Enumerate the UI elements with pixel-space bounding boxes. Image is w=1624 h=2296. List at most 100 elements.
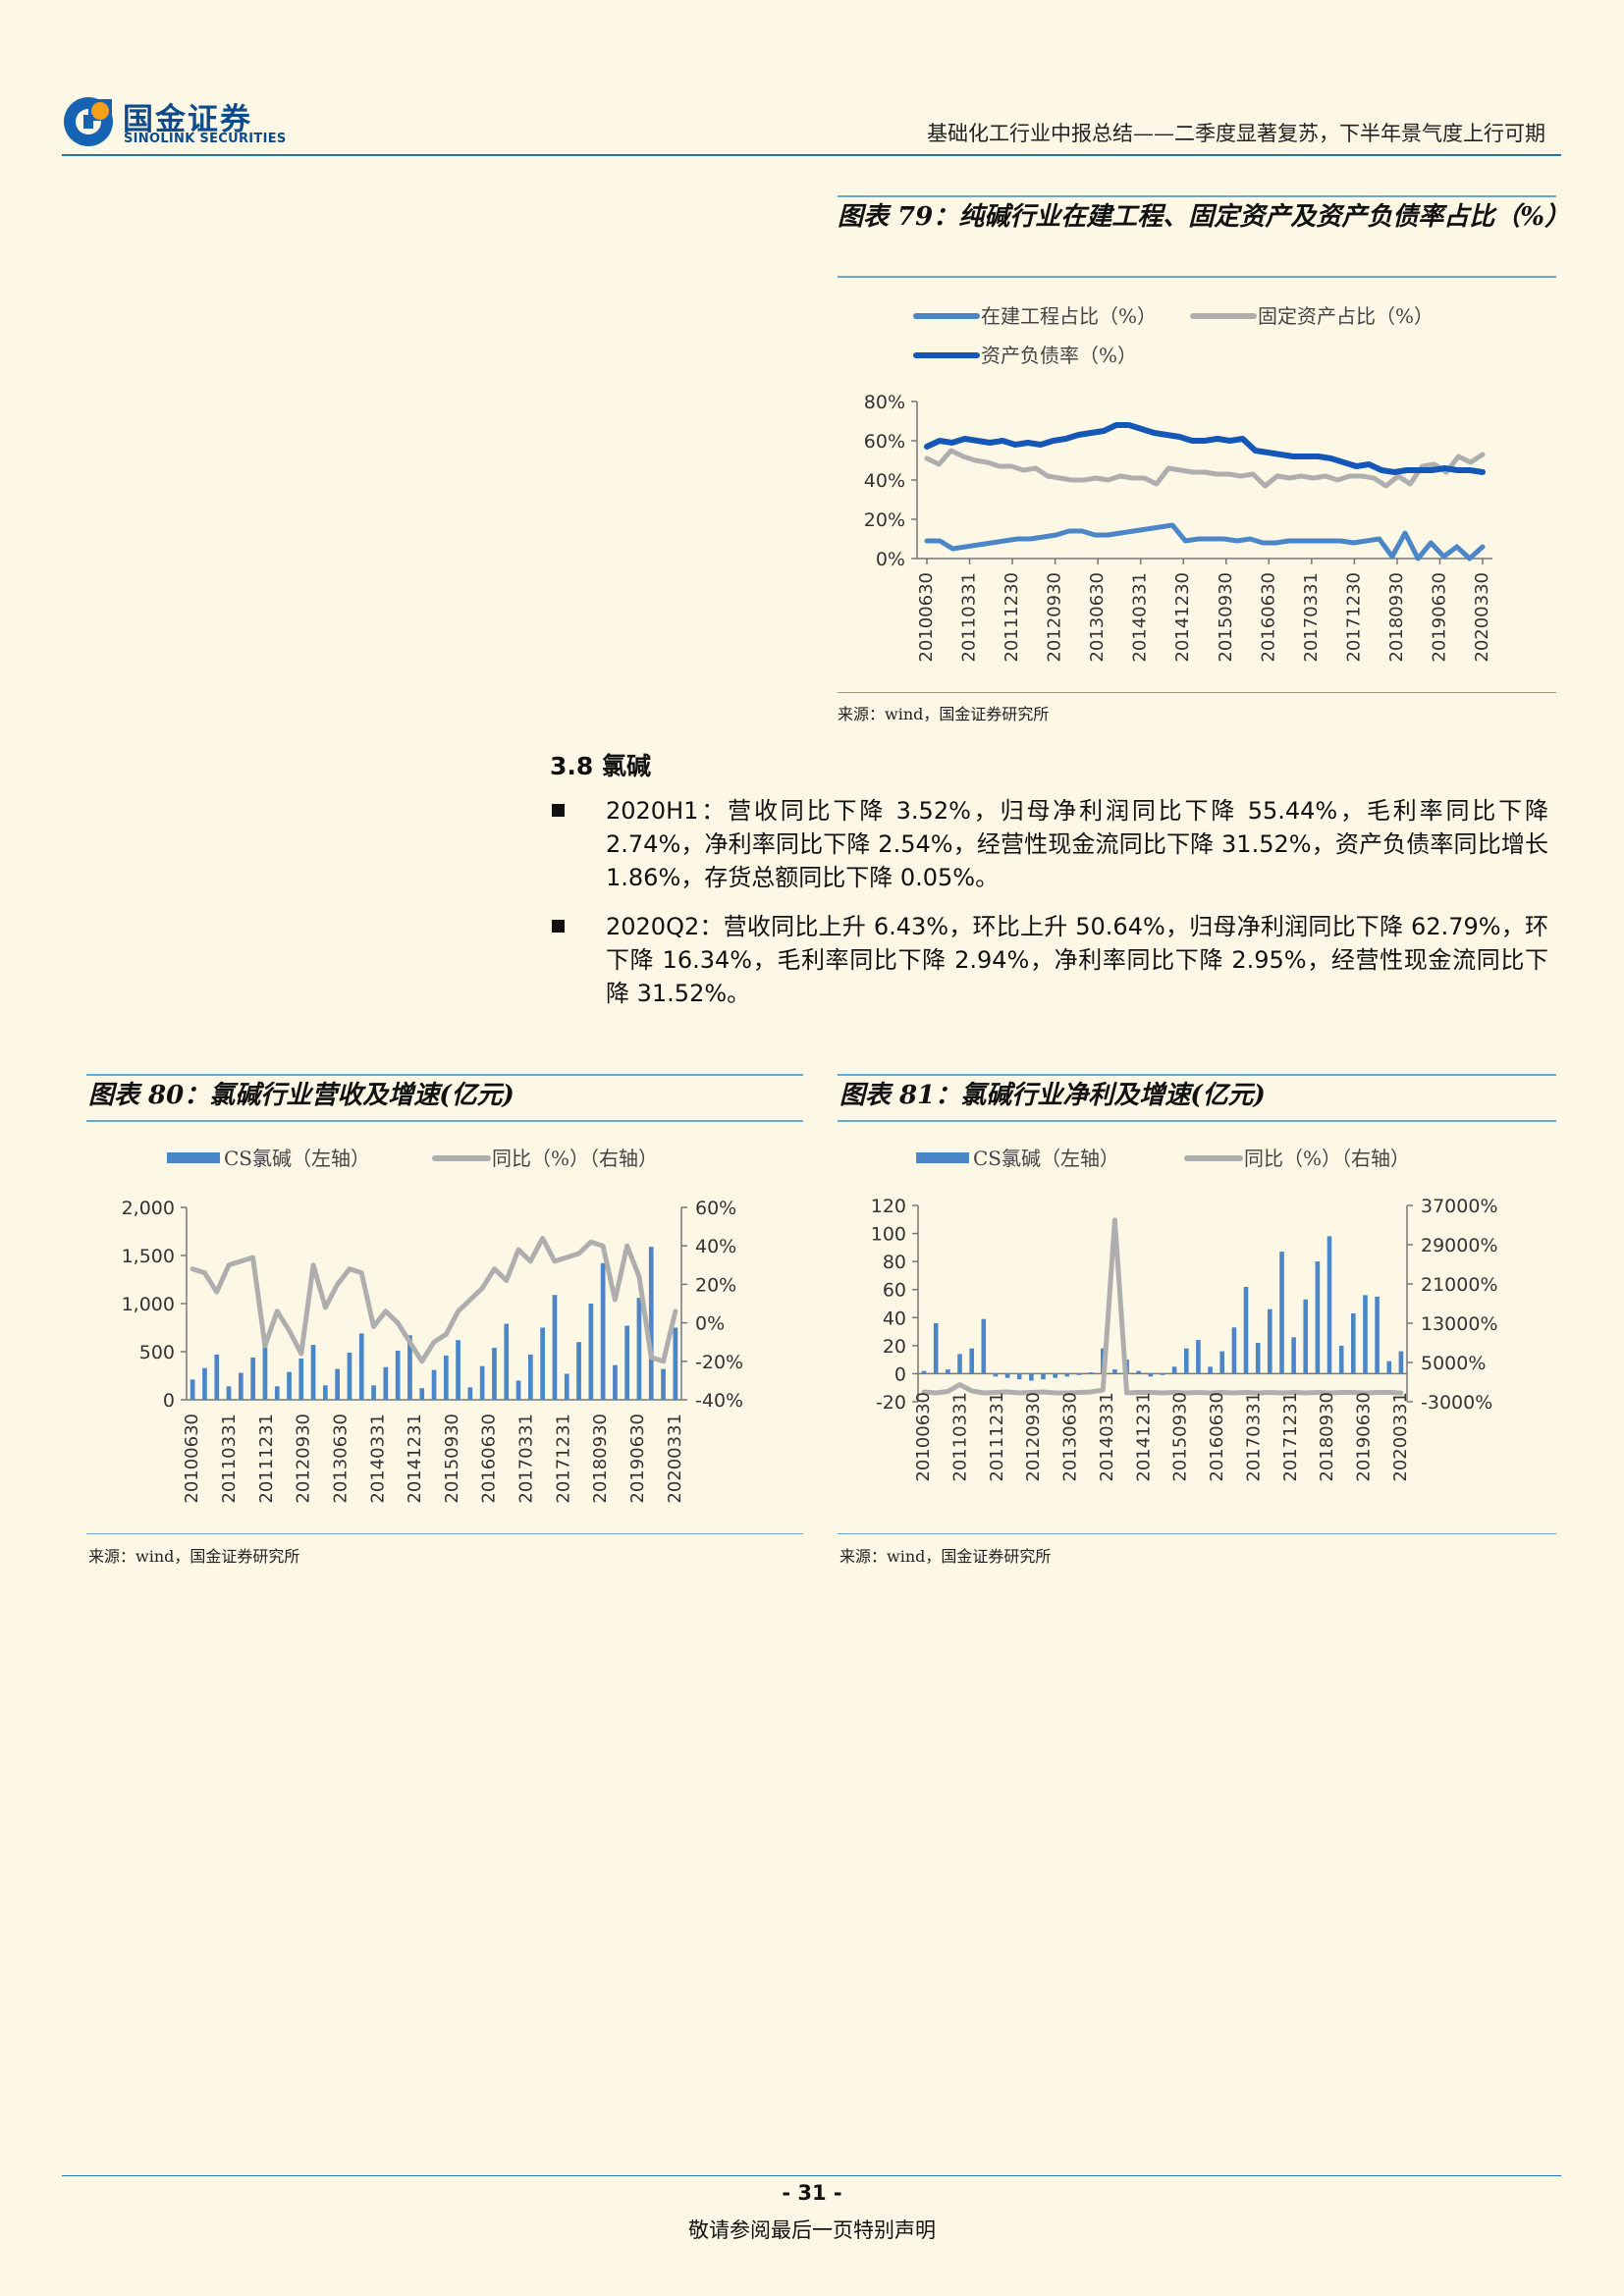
bar — [528, 1354, 533, 1400]
right-tick-label: 5000% — [1421, 1353, 1486, 1374]
bar — [371, 1385, 376, 1400]
bar — [564, 1373, 569, 1400]
y-tick-label: 40% — [864, 470, 905, 492]
right-tick-label: 40% — [695, 1236, 736, 1257]
bar — [1053, 1373, 1057, 1378]
y-tick-label: 0% — [876, 549, 905, 570]
bar — [323, 1385, 328, 1400]
bar — [504, 1323, 510, 1400]
bar — [1171, 1366, 1177, 1374]
x-tick-label: 20130630 — [1060, 1392, 1081, 1482]
bar — [515, 1380, 521, 1400]
bar — [383, 1366, 389, 1400]
fig80-title-rule — [86, 1120, 803, 1122]
x-tick-label: 20110331 — [959, 572, 980, 663]
logo-text-en: SINOLINK SECURITIES — [124, 132, 287, 146]
logo-text-cn: 国金证券 — [123, 102, 252, 137]
bar — [1184, 1348, 1189, 1374]
bar — [624, 1325, 629, 1400]
x-tick-label: 20130630 — [1087, 572, 1108, 663]
bar — [1303, 1299, 1308, 1374]
fig79-bottom-rule — [838, 692, 1556, 693]
y-tick-label: 80% — [864, 392, 905, 413]
bar — [1064, 1373, 1070, 1377]
right-tick-label: 20% — [695, 1274, 736, 1296]
bar — [600, 1262, 606, 1400]
x-tick-label: 20110331 — [949, 1392, 970, 1482]
bar — [274, 1386, 280, 1400]
x-tick-label: 20200331 — [1390, 1392, 1411, 1482]
x-tick-label: 20160630 — [479, 1414, 500, 1504]
bar — [298, 1358, 304, 1400]
x-tick-label: 20150930 — [1216, 572, 1236, 663]
bar — [1243, 1286, 1249, 1374]
bar — [407, 1335, 412, 1400]
right-tick-label: 37000% — [1421, 1196, 1498, 1217]
x-tick-label: 20100630 — [182, 1414, 202, 1504]
x-tick-label: 20160630 — [1258, 572, 1278, 663]
left-tick-label: 2,000 — [122, 1198, 175, 1219]
fig79-top-rule — [838, 195, 1556, 197]
bar — [262, 1342, 268, 1400]
bar — [1326, 1236, 1332, 1374]
x-ticks: 20100630 20110331 20111231 20120930 20130630… — [913, 1392, 1411, 1482]
x-tick-label: 20141231 — [1133, 1392, 1154, 1482]
bar — [946, 1369, 950, 1374]
x-tick-label: 20170331 — [1243, 1392, 1264, 1482]
bar — [648, 1247, 654, 1400]
x-tick-label: 20160630 — [1207, 1392, 1227, 1482]
y-tick-label: 60% — [864, 431, 905, 453]
bar — [358, 1333, 364, 1400]
left-tick-label: 0 — [163, 1390, 175, 1412]
left-tick-label: 60 — [883, 1280, 906, 1302]
bar — [1219, 1351, 1224, 1374]
bar — [552, 1295, 558, 1400]
left-tick-label: 20 — [883, 1336, 906, 1358]
bar — [540, 1327, 545, 1400]
legend: CS氯碱（左轴） 同比（%）（右轴） — [167, 1147, 658, 1170]
x-ticks: 20100630 20110331 20111231 20120930 20130630… — [182, 1414, 685, 1504]
x-tick-label: 20111230 — [1001, 572, 1022, 663]
x-tick-label: 20140331 — [1130, 572, 1151, 663]
bullet-square-icon — [552, 804, 565, 817]
bar — [479, 1365, 485, 1400]
x-tick-label: 20150930 — [442, 1414, 462, 1504]
x-tick-label: 20120930 — [1023, 1392, 1044, 1482]
x-tick-label: 20141230 — [1172, 572, 1193, 663]
bar — [969, 1348, 974, 1374]
sinolink-logo-icon — [64, 97, 113, 146]
x-tick-label: 20190630 — [1354, 1392, 1375, 1482]
bar — [1231, 1327, 1237, 1374]
fig81-chart: CS氯碱（左轴） 同比（%）（右轴） 120 100 80 60 40 20 0 -20 37000… — [871, 1147, 1498, 1482]
left-tick-label: -20 — [876, 1392, 906, 1414]
bar — [957, 1354, 962, 1374]
bars — [921, 1236, 1404, 1381]
x-tick-label: 20180930 — [1317, 1392, 1337, 1482]
right-tick-label: 13000% — [1421, 1313, 1498, 1335]
bar — [1160, 1373, 1165, 1375]
bar — [1041, 1373, 1046, 1380]
document-title: 基础化工行业中报总结——二季度显著复苏，下半年景气度上行可期 — [927, 122, 1545, 145]
bar — [1386, 1361, 1392, 1374]
right-tick-label: 29000% — [1421, 1235, 1498, 1256]
legend-label-2: 资产负债率（%） — [981, 344, 1137, 367]
fig81-title: 图表 81：氯碱行业净利及增速(亿元) — [839, 1081, 1266, 1110]
bar — [1255, 1343, 1261, 1374]
x-tick-label: 20171231 — [553, 1414, 573, 1504]
growth-line — [189, 1235, 678, 1364]
fig81-bottom-rule — [838, 1533, 1556, 1534]
x-tick-label: 20100630 — [916, 572, 937, 663]
bar — [1351, 1313, 1356, 1374]
left-tick-label: 1,000 — [122, 1294, 175, 1315]
bullet-square-icon — [552, 920, 565, 933]
fig79-legend: 在建工程占比（%） 固定资产占比（%） 资产负债率（%） — [913, 304, 1434, 367]
fig80-source: 来源：wind，国金证券研究所 — [88, 1547, 300, 1566]
fig81-source: 来源：wind，国金证券研究所 — [839, 1547, 1052, 1566]
series-line-0 — [924, 522, 1486, 561]
bar — [492, 1348, 497, 1400]
legend-swatch-bar — [916, 1152, 969, 1163]
x-tick-label: 20170331 — [1301, 572, 1322, 663]
bar — [921, 1370, 927, 1374]
bar — [1029, 1373, 1034, 1381]
bar — [1268, 1308, 1272, 1374]
